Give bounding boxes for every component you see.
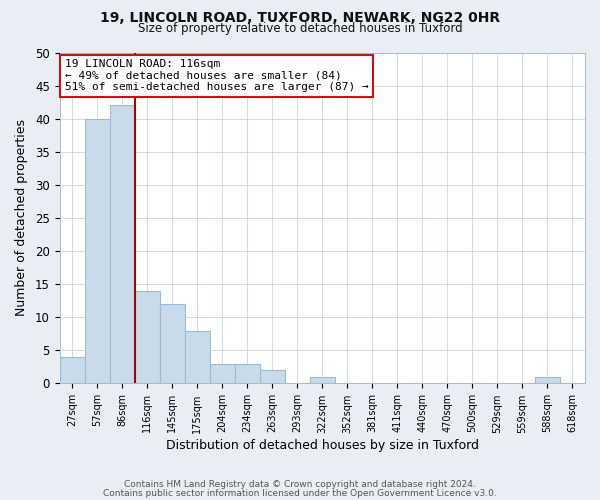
X-axis label: Distribution of detached houses by size in Tuxford: Distribution of detached houses by size … xyxy=(166,440,479,452)
Bar xyxy=(110,106,134,384)
Bar xyxy=(260,370,285,384)
Bar xyxy=(85,118,110,384)
Bar xyxy=(185,330,209,384)
Bar xyxy=(535,377,560,384)
Text: Contains public sector information licensed under the Open Government Licence v3: Contains public sector information licen… xyxy=(103,488,497,498)
Y-axis label: Number of detached properties: Number of detached properties xyxy=(15,120,28,316)
Text: Contains HM Land Registry data © Crown copyright and database right 2024.: Contains HM Land Registry data © Crown c… xyxy=(124,480,476,489)
Bar xyxy=(59,357,85,384)
Bar xyxy=(235,364,260,384)
Text: 19, LINCOLN ROAD, TUXFORD, NEWARK, NG22 0HR: 19, LINCOLN ROAD, TUXFORD, NEWARK, NG22 … xyxy=(100,11,500,25)
Text: 19 LINCOLN ROAD: 116sqm
← 49% of detached houses are smaller (84)
51% of semi-de: 19 LINCOLN ROAD: 116sqm ← 49% of detache… xyxy=(65,59,368,92)
Bar xyxy=(160,304,185,384)
Bar xyxy=(310,377,335,384)
Bar xyxy=(134,291,160,384)
Text: Size of property relative to detached houses in Tuxford: Size of property relative to detached ho… xyxy=(137,22,463,35)
Bar xyxy=(209,364,235,384)
